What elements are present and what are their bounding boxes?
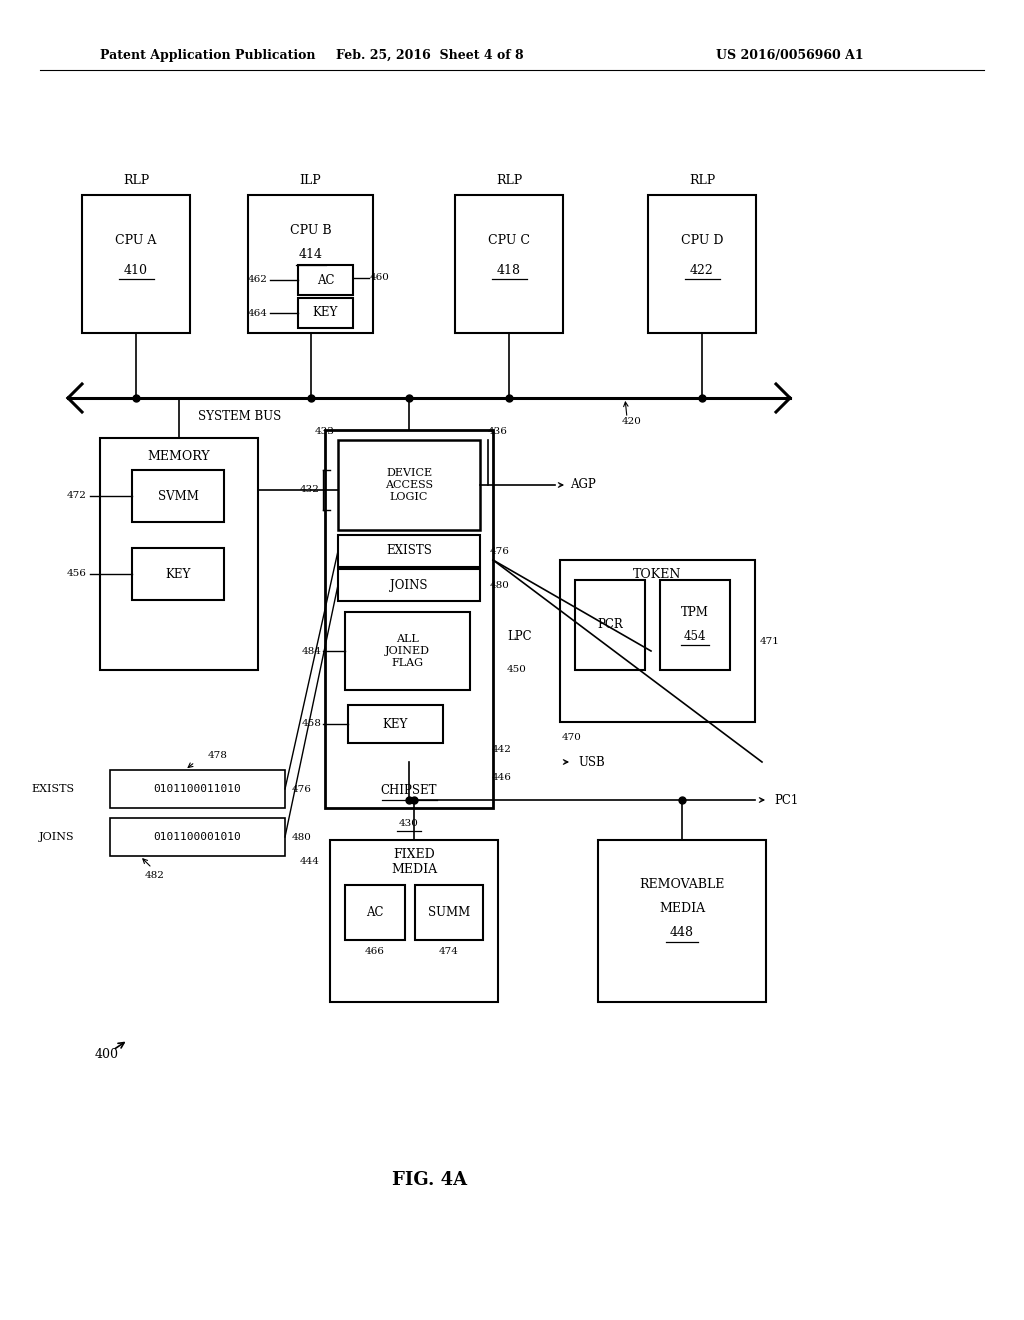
Bar xyxy=(132,548,224,601)
Text: KEY: KEY xyxy=(165,568,190,581)
Text: 478: 478 xyxy=(208,751,228,759)
Text: AC: AC xyxy=(367,906,384,919)
Text: TOKEN: TOKEN xyxy=(633,569,682,582)
Text: 433: 433 xyxy=(315,428,335,437)
Bar xyxy=(415,884,483,940)
Text: 422: 422 xyxy=(690,264,714,276)
Bar xyxy=(648,195,756,333)
Bar xyxy=(132,470,224,521)
Bar xyxy=(110,770,285,808)
Bar xyxy=(345,884,406,940)
Text: 472: 472 xyxy=(68,491,87,500)
Text: CPU B: CPU B xyxy=(290,223,332,236)
Text: 458: 458 xyxy=(302,719,322,729)
Text: 400: 400 xyxy=(95,1048,119,1061)
Bar xyxy=(82,195,190,333)
Text: 430: 430 xyxy=(399,818,419,828)
Text: LPC: LPC xyxy=(507,630,531,643)
Text: EXISTS: EXISTS xyxy=(32,784,75,795)
Text: RLP: RLP xyxy=(689,173,715,186)
Text: 0101100001010: 0101100001010 xyxy=(154,832,242,842)
Text: 482: 482 xyxy=(145,870,165,879)
Text: 460: 460 xyxy=(370,273,390,282)
Text: USB: USB xyxy=(578,755,605,768)
Text: 480: 480 xyxy=(292,833,312,842)
Text: 464: 464 xyxy=(248,309,268,318)
Text: AGP: AGP xyxy=(570,479,596,491)
Text: 418: 418 xyxy=(497,264,521,276)
Text: 414: 414 xyxy=(299,248,323,261)
Text: 454: 454 xyxy=(684,631,707,644)
Text: CPU C: CPU C xyxy=(488,234,530,247)
Text: 480: 480 xyxy=(490,581,510,590)
Bar xyxy=(298,298,353,327)
Text: 450: 450 xyxy=(507,664,527,673)
Text: 410: 410 xyxy=(124,264,148,276)
Text: PCR: PCR xyxy=(597,619,623,631)
Text: PC1: PC1 xyxy=(774,793,799,807)
Text: 444: 444 xyxy=(300,858,319,866)
Text: MEMORY: MEMORY xyxy=(147,450,210,462)
Text: Patent Application Publication: Patent Application Publication xyxy=(100,49,315,62)
Text: 462: 462 xyxy=(248,276,268,285)
Text: SYSTEM BUS: SYSTEM BUS xyxy=(198,409,282,422)
Bar xyxy=(660,579,730,671)
Text: 420: 420 xyxy=(622,417,642,426)
Bar xyxy=(598,840,766,1002)
Text: FIXED
MEDIA: FIXED MEDIA xyxy=(391,847,437,876)
Text: Feb. 25, 2016  Sheet 4 of 8: Feb. 25, 2016 Sheet 4 of 8 xyxy=(336,49,524,62)
Text: EXISTS: EXISTS xyxy=(386,544,432,557)
Text: SUMM: SUMM xyxy=(428,906,470,919)
Bar xyxy=(345,612,470,690)
Bar xyxy=(330,840,498,1002)
Text: 442: 442 xyxy=(492,744,512,754)
Text: FIG. 4A: FIG. 4A xyxy=(392,1171,468,1189)
Text: US 2016/0056960 A1: US 2016/0056960 A1 xyxy=(716,49,864,62)
Text: 476: 476 xyxy=(292,784,312,793)
Text: 471: 471 xyxy=(760,636,780,645)
Text: MEDIA: MEDIA xyxy=(658,902,706,915)
Text: 436: 436 xyxy=(488,428,508,437)
Text: JOINS: JOINS xyxy=(39,832,75,842)
Text: KEY: KEY xyxy=(383,718,409,730)
Bar xyxy=(248,195,373,333)
Text: 470: 470 xyxy=(562,733,582,742)
Text: 474: 474 xyxy=(439,948,459,957)
Bar xyxy=(110,818,285,855)
Text: AC: AC xyxy=(316,273,334,286)
Text: 456: 456 xyxy=(68,569,87,578)
Bar xyxy=(348,705,443,743)
Text: CHIPSET: CHIPSET xyxy=(381,784,437,796)
Text: 466: 466 xyxy=(366,948,385,957)
Bar xyxy=(560,560,755,722)
Bar xyxy=(575,579,645,671)
Text: KEY: KEY xyxy=(312,306,338,319)
Bar xyxy=(455,195,563,333)
Text: REMOVABLE: REMOVABLE xyxy=(639,879,725,891)
Text: TPM: TPM xyxy=(681,606,709,619)
Bar xyxy=(100,438,258,671)
Text: DEVICE
ACCESS
LOGIC: DEVICE ACCESS LOGIC xyxy=(385,469,433,502)
Text: 432: 432 xyxy=(300,486,319,495)
Text: 484: 484 xyxy=(302,647,322,656)
Text: CPU D: CPU D xyxy=(681,234,723,247)
Bar xyxy=(338,535,480,568)
Text: 448: 448 xyxy=(670,925,694,939)
Text: 446: 446 xyxy=(492,772,512,781)
Bar xyxy=(338,569,480,601)
Bar xyxy=(298,265,353,294)
Text: 0101100011010: 0101100011010 xyxy=(154,784,242,795)
Bar xyxy=(325,430,493,808)
Text: JOINS: JOINS xyxy=(390,578,428,591)
Text: ALL
JOINED
FLAG: ALL JOINED FLAG xyxy=(385,635,430,668)
Text: 476: 476 xyxy=(490,546,510,556)
Text: RLP: RLP xyxy=(496,173,522,186)
Bar xyxy=(338,440,480,531)
Text: ILP: ILP xyxy=(300,173,322,186)
Text: SVMM: SVMM xyxy=(158,490,199,503)
Text: RLP: RLP xyxy=(123,173,150,186)
Text: CPU A: CPU A xyxy=(116,234,157,247)
